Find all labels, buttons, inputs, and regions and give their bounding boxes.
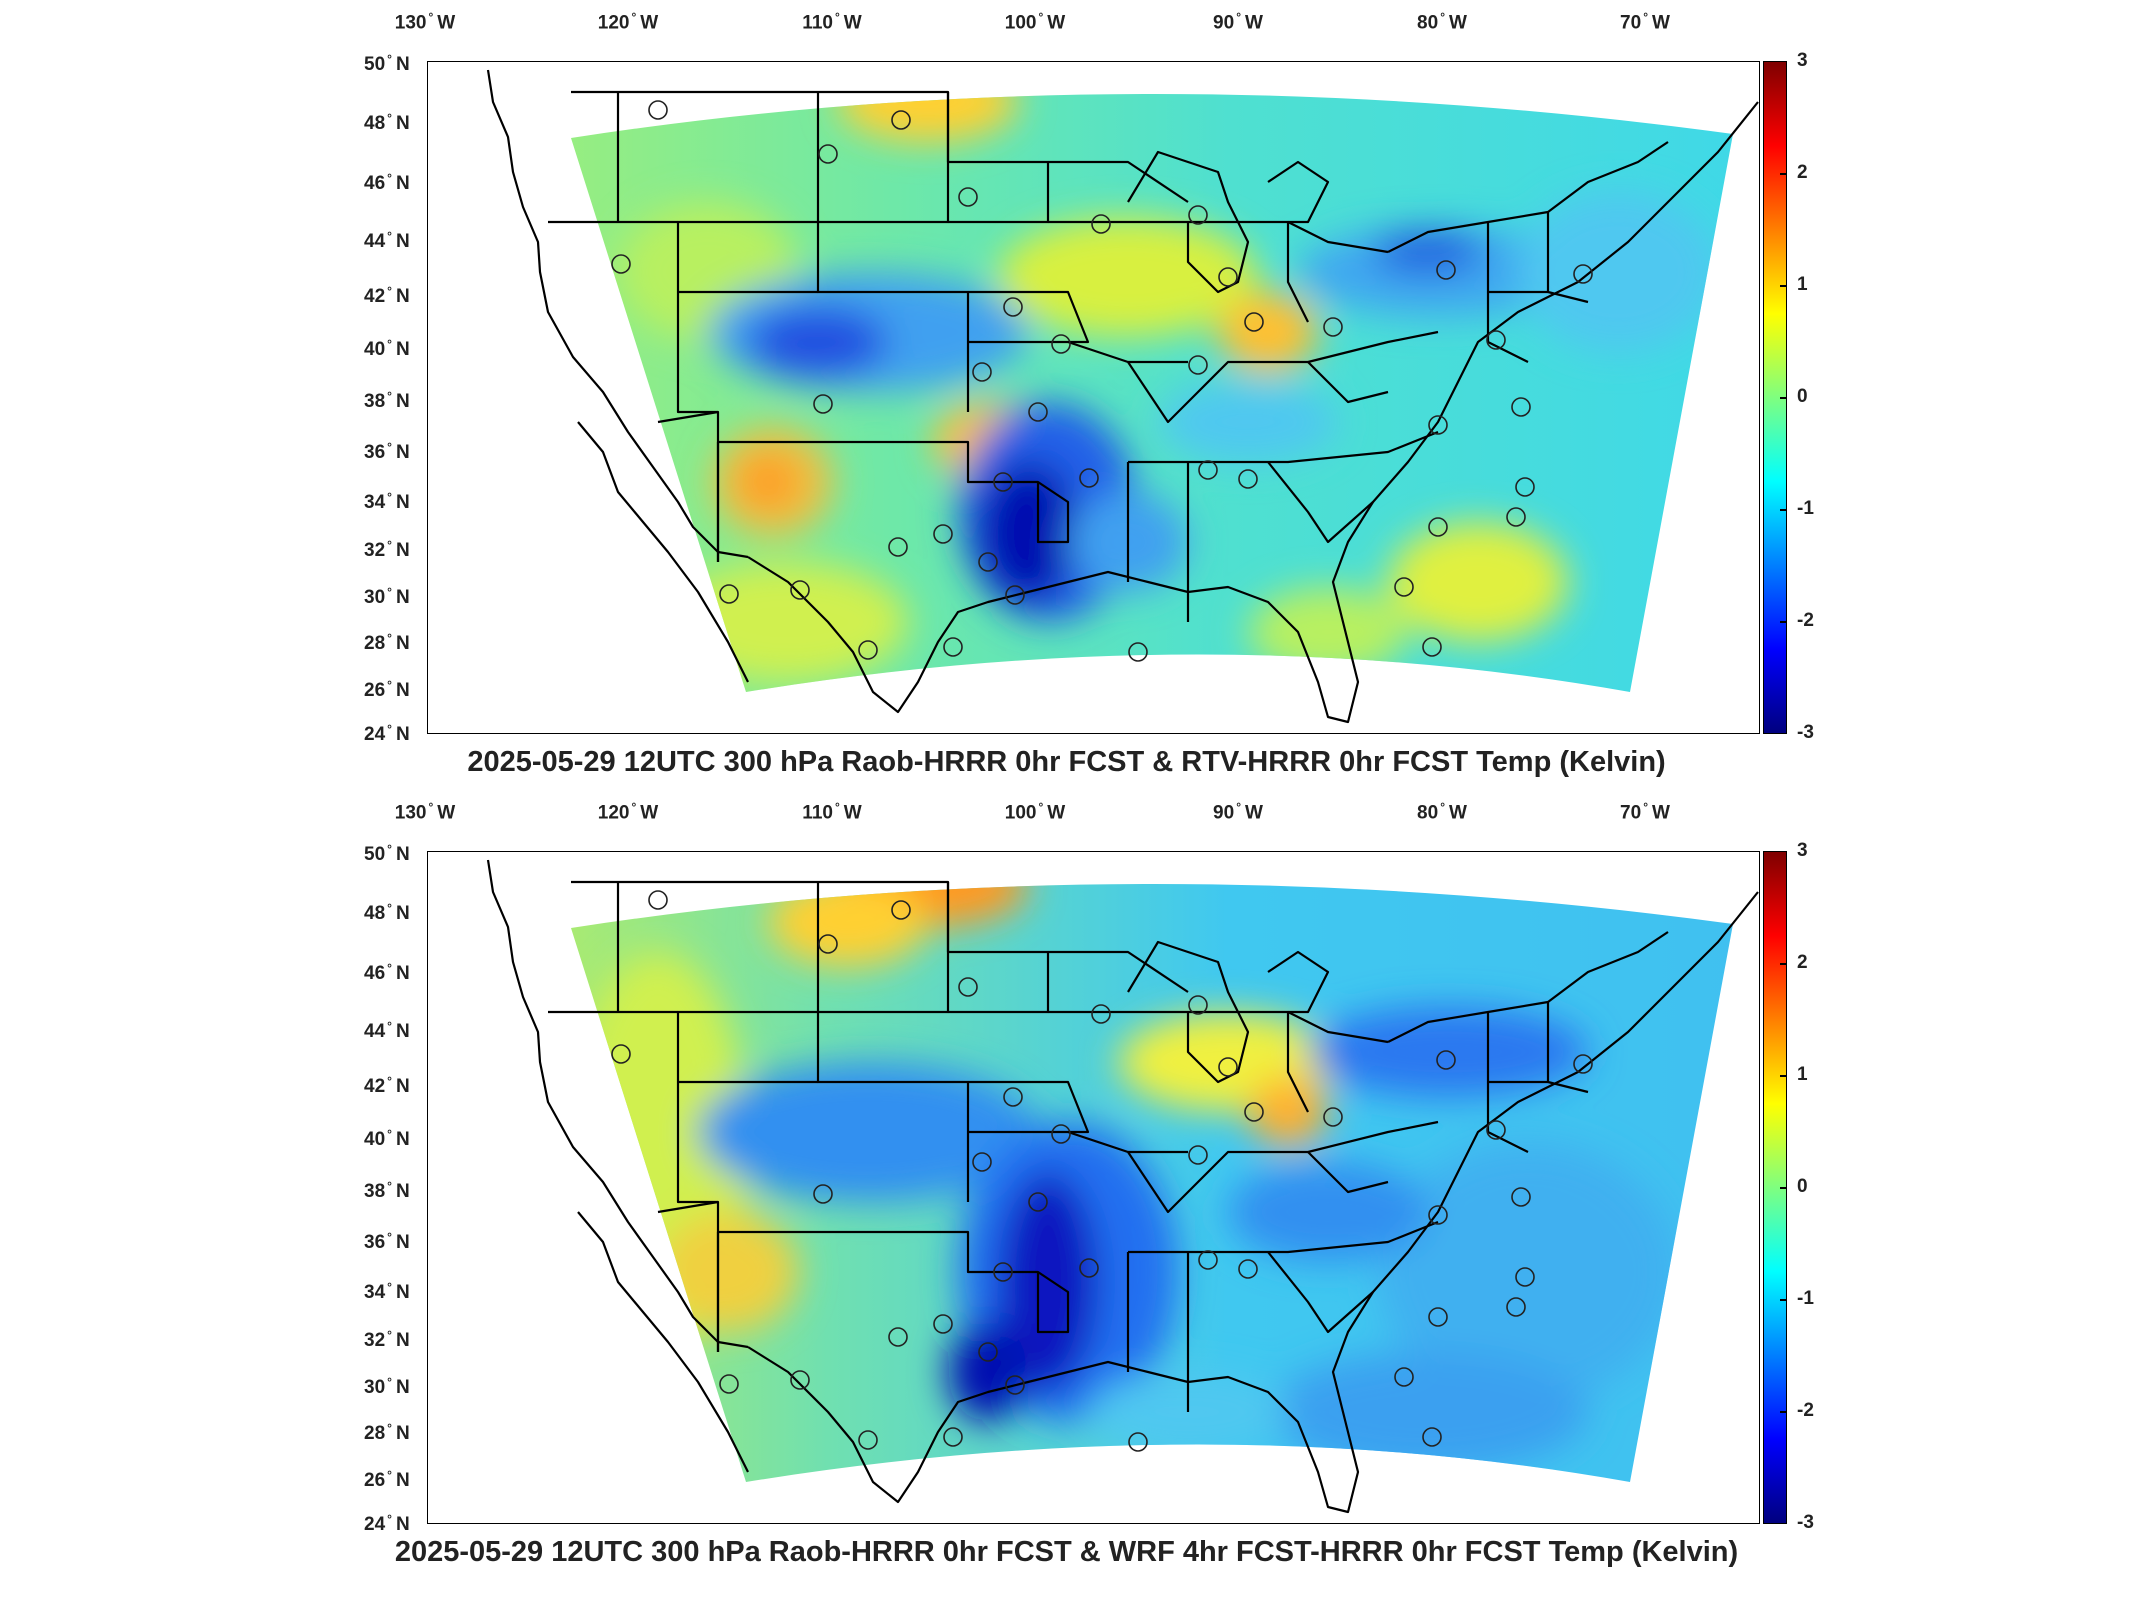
lat-label: 42 ° N xyxy=(364,1073,410,1098)
lat-label: 38 ° N xyxy=(364,388,410,413)
lon-label: 100 ° W xyxy=(1004,10,1066,34)
colorbar-tick-mark xyxy=(1780,1299,1787,1301)
raob-station-markers xyxy=(611,890,1593,1452)
lat-label: 38 ° N xyxy=(364,1178,410,1203)
lon-label: 110 ° W xyxy=(802,10,862,34)
lat-label: 46 ° N xyxy=(364,170,410,195)
colorbar-tick-mark xyxy=(1780,285,1787,287)
lat-label: 42 ° N xyxy=(364,283,410,308)
map-panel-bottom: 130 ° W 120 ° W 110 ° W 100 ° W 90 ° W 80 ° W 70 ° W 5… xyxy=(0,790,2133,1590)
panel-title: 2025-05-29 12UTC 300 hPa Raob-HRRR 0hr F… xyxy=(394,1536,1739,1568)
colorbar-tick-mark xyxy=(1780,173,1787,175)
lat-label: 46 ° N xyxy=(364,960,410,985)
colorbar-tick-label: -1 xyxy=(1797,498,1814,519)
colorbar-tick-label: -2 xyxy=(1797,1400,1814,1421)
colorbar-tick-label: -3 xyxy=(1797,1512,1814,1533)
colorbar-tick-label: 3 xyxy=(1797,50,1808,71)
lat-label: 32 ° N xyxy=(364,537,410,562)
lat-label: 30 ° N xyxy=(364,1374,410,1399)
coastline-and-borders xyxy=(486,859,1759,1514)
lat-label: 48 ° N xyxy=(364,900,410,925)
colorbar-tick-mark xyxy=(1780,397,1787,399)
lat-label: 48 ° N xyxy=(364,110,410,135)
raob-station-markers xyxy=(611,100,1593,662)
colorbar-tick-label: -1 xyxy=(1797,1288,1814,1309)
colorbar-tick-label: 1 xyxy=(1797,1064,1808,1085)
lon-label: 80 ° W xyxy=(1417,10,1467,34)
lat-label: 24 ° N xyxy=(364,721,410,746)
lon-label: 130 ° W xyxy=(394,10,456,34)
lat-label: 28 ° N xyxy=(364,1420,410,1445)
coastline-and-borders xyxy=(486,69,1759,724)
lat-label: 36 ° N xyxy=(364,439,410,464)
colorbar-tick-label: 2 xyxy=(1797,162,1808,183)
colorbar-tick-label: 2 xyxy=(1797,952,1808,973)
colorbar-tick-mark xyxy=(1780,1411,1787,1413)
lon-label: 90 ° W xyxy=(1213,10,1263,34)
lat-label: 36 ° N xyxy=(364,1229,410,1254)
map-frame[interactable] xyxy=(427,61,1760,734)
lon-label: 120 ° W xyxy=(597,10,659,34)
field-layer xyxy=(571,93,1733,692)
temperature-difference-map xyxy=(486,69,1759,724)
lon-label: 70 ° W xyxy=(1620,800,1670,824)
colorbar-tick-label: 0 xyxy=(1797,1176,1808,1197)
panel-title: 2025-05-29 12UTC 300 hPa Raob-HRRR 0hr F… xyxy=(467,746,1666,778)
colorbar-tick-mark xyxy=(1780,963,1787,965)
lon-label: 100 ° W xyxy=(1004,800,1066,824)
colorbar-tick-label: 3 xyxy=(1797,840,1808,861)
colorbar-tick-mark xyxy=(1780,621,1787,623)
colorbar-tick-mark xyxy=(1780,1187,1787,1189)
temperature-difference-map xyxy=(486,859,1759,1514)
lat-label: 50 ° N xyxy=(364,51,410,76)
colorbar-tick-label: -2 xyxy=(1797,610,1814,631)
map-frame[interactable] xyxy=(427,851,1760,1524)
lat-label: 34 ° N xyxy=(364,489,410,514)
lon-label: 90 ° W xyxy=(1213,800,1263,824)
lat-label: 40 ° N xyxy=(364,336,410,361)
lon-label: 130 ° W xyxy=(394,800,456,824)
lon-label: 120 ° W xyxy=(597,800,659,824)
lat-label: 44 ° N xyxy=(364,1018,410,1043)
colorbar-tick-mark xyxy=(1780,1075,1787,1077)
colorbar-tick-mark xyxy=(1780,509,1787,511)
colorbar-tick-label: -3 xyxy=(1797,722,1814,743)
colorbar-tick-label: 0 xyxy=(1797,386,1808,407)
lat-label: 50 ° N xyxy=(364,841,410,866)
colorbar-tick-label: 1 xyxy=(1797,274,1808,295)
lat-label: 40 ° N xyxy=(364,1126,410,1151)
lat-label: 30 ° N xyxy=(364,584,410,609)
lat-label: 28 ° N xyxy=(364,630,410,655)
lat-label: 34 ° N xyxy=(364,1279,410,1304)
lon-label: 80 ° W xyxy=(1417,800,1467,824)
lat-label: 26 ° N xyxy=(364,1467,410,1492)
lat-label: 32 ° N xyxy=(364,1327,410,1352)
lat-label: 24 ° N xyxy=(364,1511,410,1536)
map-panel-top: 130 ° W 120 ° W 110 ° W 100 ° W 90 ° W 80 ° W 70 ° W 5… xyxy=(364,10,1814,778)
lon-label: 70 ° W xyxy=(1620,10,1670,34)
lon-label: 110 ° W xyxy=(802,800,862,824)
lat-label: 44 ° N xyxy=(364,228,410,253)
lat-label: 26 ° N xyxy=(364,677,410,702)
